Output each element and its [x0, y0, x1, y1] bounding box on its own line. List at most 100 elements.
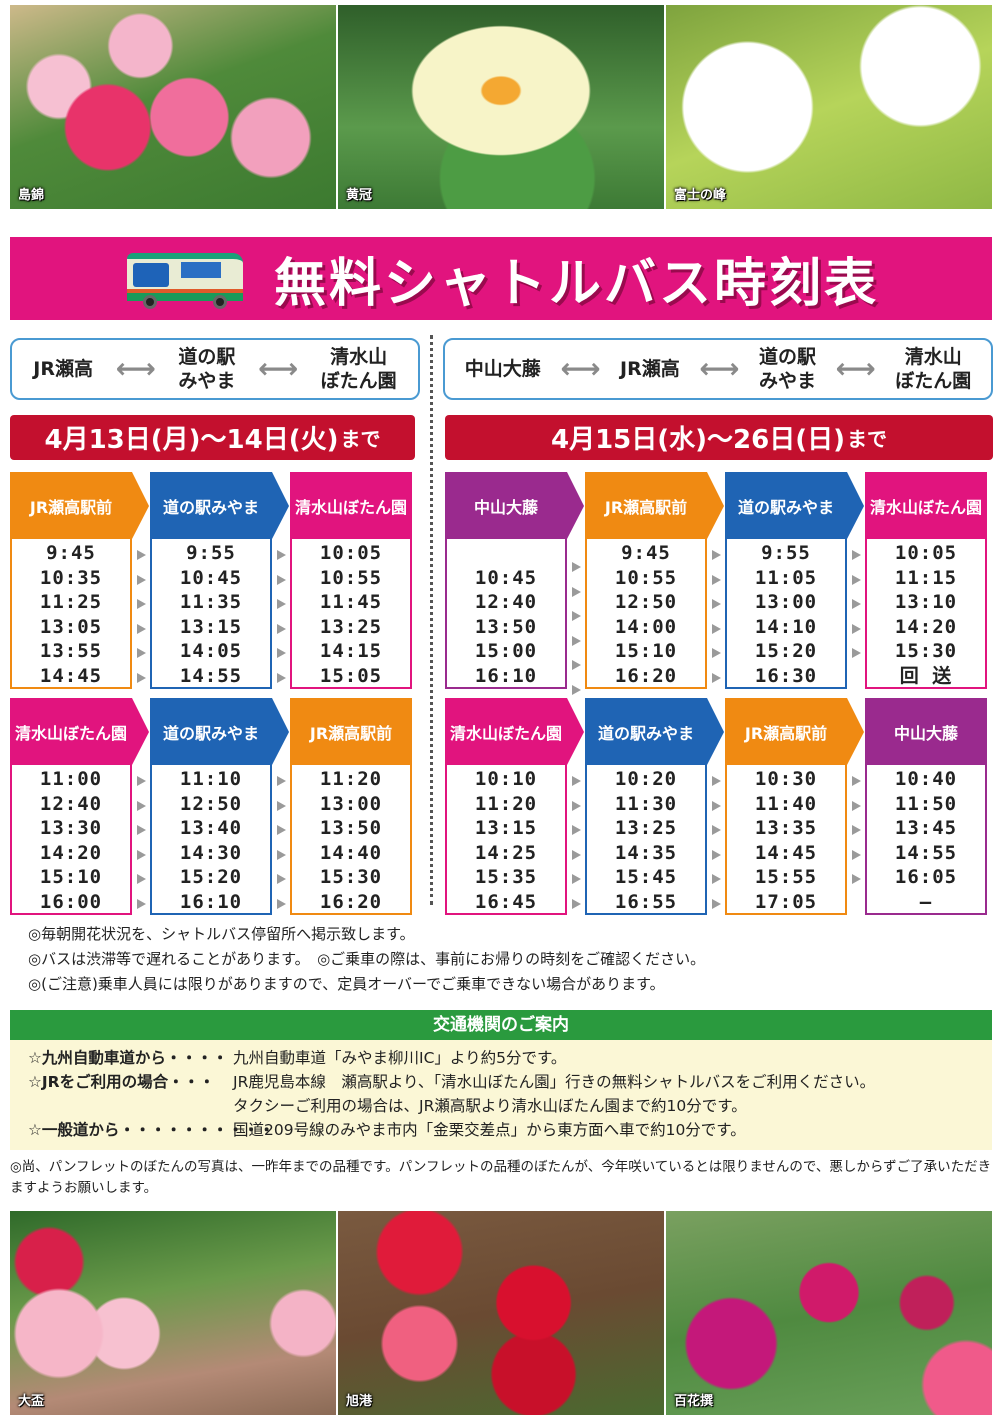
departure-time: 15:20 — [179, 866, 243, 888]
next-stop-arrow-icon — [712, 623, 721, 634]
departure-time: 11:45 — [319, 591, 383, 613]
route-stop: 道の駅 みやま — [178, 346, 236, 392]
departure-time: 13:40 — [179, 817, 243, 839]
departure-time: 14:55 — [894, 841, 958, 864]
next-stop-arrow-icon — [712, 672, 721, 683]
next-stop-arrow-icon — [277, 898, 286, 909]
bidirectional-arrow-icon: ⟷ — [699, 352, 740, 385]
departure-time: 11:10 — [179, 768, 243, 790]
timetable-column: 道の駅みやま 9:55 10:45 11:35 13:15 14:05 14:55 — [150, 472, 289, 689]
departure-time: 14:05 — [179, 640, 243, 662]
next-stop-arrow-icon — [137, 874, 146, 884]
departure-time: 14:15 — [319, 640, 383, 662]
departure-time: 11:40 — [754, 792, 818, 815]
next-stop-arrow-icon — [852, 574, 861, 585]
next-stop-arrow-icon — [852, 825, 861, 835]
notice-item: ◎(ご注意)乗車人員には限りがありますので、定員オーバーでご乗車できない場合があ… — [28, 975, 665, 993]
next-stop-arrow-icon — [572, 611, 581, 621]
next-stop-arrow-icon — [137, 898, 146, 909]
departure-time: 10:45 — [179, 566, 243, 589]
stop-header: JR瀬高駅前 — [290, 698, 412, 765]
departure-time: 12:40 — [39, 792, 103, 815]
date-range-left: 4月13日(月)～14日(火) まで — [10, 415, 415, 460]
stop-header: 清水山ぼたん園 — [865, 472, 987, 539]
next-stop-arrow-icon — [712, 599, 721, 609]
departure-time: 11:20 — [474, 792, 538, 815]
departure-time: 13:15 — [474, 817, 538, 839]
departure-time: 13:00 — [319, 792, 383, 815]
next-stop-arrow-icon — [852, 648, 861, 658]
stop-header: JR瀬高駅前 — [725, 698, 864, 765]
departure-time: 16:30 — [754, 664, 818, 687]
departure-time: 11:20 — [319, 768, 383, 790]
next-stop-arrow-icon — [277, 825, 286, 835]
next-stop-arrow-icon — [712, 776, 721, 786]
departure-time: 15:10 — [39, 866, 103, 888]
departure-time: 13:35 — [754, 817, 818, 839]
photo-caption: 黄冠 — [346, 188, 373, 203]
departure-time: 15:00 — [474, 640, 538, 662]
next-stop-arrow-icon — [572, 800, 581, 811]
next-stop-arrow-icon — [572, 684, 581, 695]
departure-time: 10:20 — [614, 768, 678, 790]
departure-time: 16:45 — [474, 890, 538, 913]
departure-time: 13:55 — [39, 640, 103, 662]
departure-time: 14:45 — [754, 841, 818, 864]
departure-time: 16:20 — [614, 664, 678, 687]
bidirectional-arrow-icon: ⟷ — [257, 352, 299, 385]
departure-time: 10:05 — [894, 542, 958, 564]
route-stop: 中山大藤 — [464, 358, 541, 380]
peony-photo-hyakkasen: 百花撰 — [666, 1211, 992, 1415]
departure-time: 14:10 — [754, 615, 818, 638]
departure-time: 回 送 — [899, 664, 953, 687]
departure-time: 14:40 — [319, 841, 383, 864]
next-stop-arrow-icon — [852, 849, 861, 860]
next-stop-arrow-icon — [137, 825, 146, 835]
date-suffix: まで — [847, 427, 887, 451]
departure-time: 12:50 — [179, 792, 243, 815]
date-range-text: 4月15日(水)～26日(日) — [551, 425, 845, 455]
peony-photo-fujinomine: 富士の峰 — [666, 5, 992, 209]
next-stop-arrow-icon — [572, 849, 581, 860]
peony-photo-kokan: 黄冠 — [338, 5, 664, 209]
departure-time: 11:50 — [894, 792, 958, 815]
next-stop-arrow-icon — [852, 599, 861, 609]
departure-time: 14:25 — [474, 841, 538, 864]
next-stop-arrow-icon — [277, 849, 286, 860]
bottom-photo-strip: 大盃 旭港 百花撰 — [10, 1211, 992, 1415]
photo-caption: 富士の峰 — [674, 188, 727, 203]
next-stop-arrow-icon — [277, 574, 286, 585]
next-stop-arrow-icon — [137, 849, 146, 860]
departure-time: 12:40 — [474, 591, 538, 613]
departure-time: 13:00 — [754, 591, 818, 613]
timetable-right-outbound: 中山大藤 10:45 12:40 13:50 15:00 16:10 JR瀬高駅前 9:45 1… — [445, 472, 987, 695]
stop-header: 道の駅みやま — [725, 472, 864, 539]
departure-time: 9:55 — [186, 542, 236, 564]
next-stop-arrow-icon — [572, 776, 581, 786]
title-banner: 無料シャトルバス時刻表 — [10, 237, 992, 320]
departure-time: 15:30 — [894, 640, 958, 662]
departure-time: 13:45 — [894, 817, 958, 839]
departure-time: 13:05 — [39, 615, 103, 638]
route-summary-right: 中山大藤 ⟷ JR瀬高 ⟷ 道の駅 みやま ⟷ 清水山 ぼたん園 — [443, 338, 993, 400]
access-row-general-road: ☆一般道から・・・・・・・・・・ 国道209号線のみやま市内「金栗交差点」から東方… — [28, 1121, 746, 1139]
departure-time: 10:40 — [894, 768, 958, 790]
stop-header: 清水山ぼたん園 — [10, 698, 149, 765]
departure-time: 16:10 — [474, 664, 538, 687]
departure-time: 13:50 — [319, 817, 383, 839]
next-stop-arrow-icon — [852, 776, 861, 786]
stop-header: 道の駅みやま — [150, 698, 289, 765]
next-stop-arrow-icon — [712, 574, 721, 585]
next-stop-arrow-icon — [572, 562, 581, 572]
departure-time: 13:25 — [614, 817, 678, 839]
next-stop-arrow-icon — [137, 599, 146, 609]
access-info-title: 交通機関のご案内 — [10, 1010, 992, 1040]
timetable-left-outbound: JR瀬高駅前 9:45 10:35 11:25 13:05 13:55 14:45 道の駅みや… — [10, 472, 412, 689]
departure-time: 10:10 — [474, 768, 538, 790]
departure-time: 15:35 — [474, 866, 538, 888]
next-stop-arrow-icon — [277, 672, 286, 683]
timetable-column: 清水山ぼたん園 10:05 11:15 13:10 14:20 15:30 回 送 — [865, 472, 987, 689]
departure-time: 13:15 — [179, 615, 243, 638]
departure-time: 14:45 — [39, 664, 103, 687]
route-stop: 道の駅 みやま — [758, 346, 816, 392]
